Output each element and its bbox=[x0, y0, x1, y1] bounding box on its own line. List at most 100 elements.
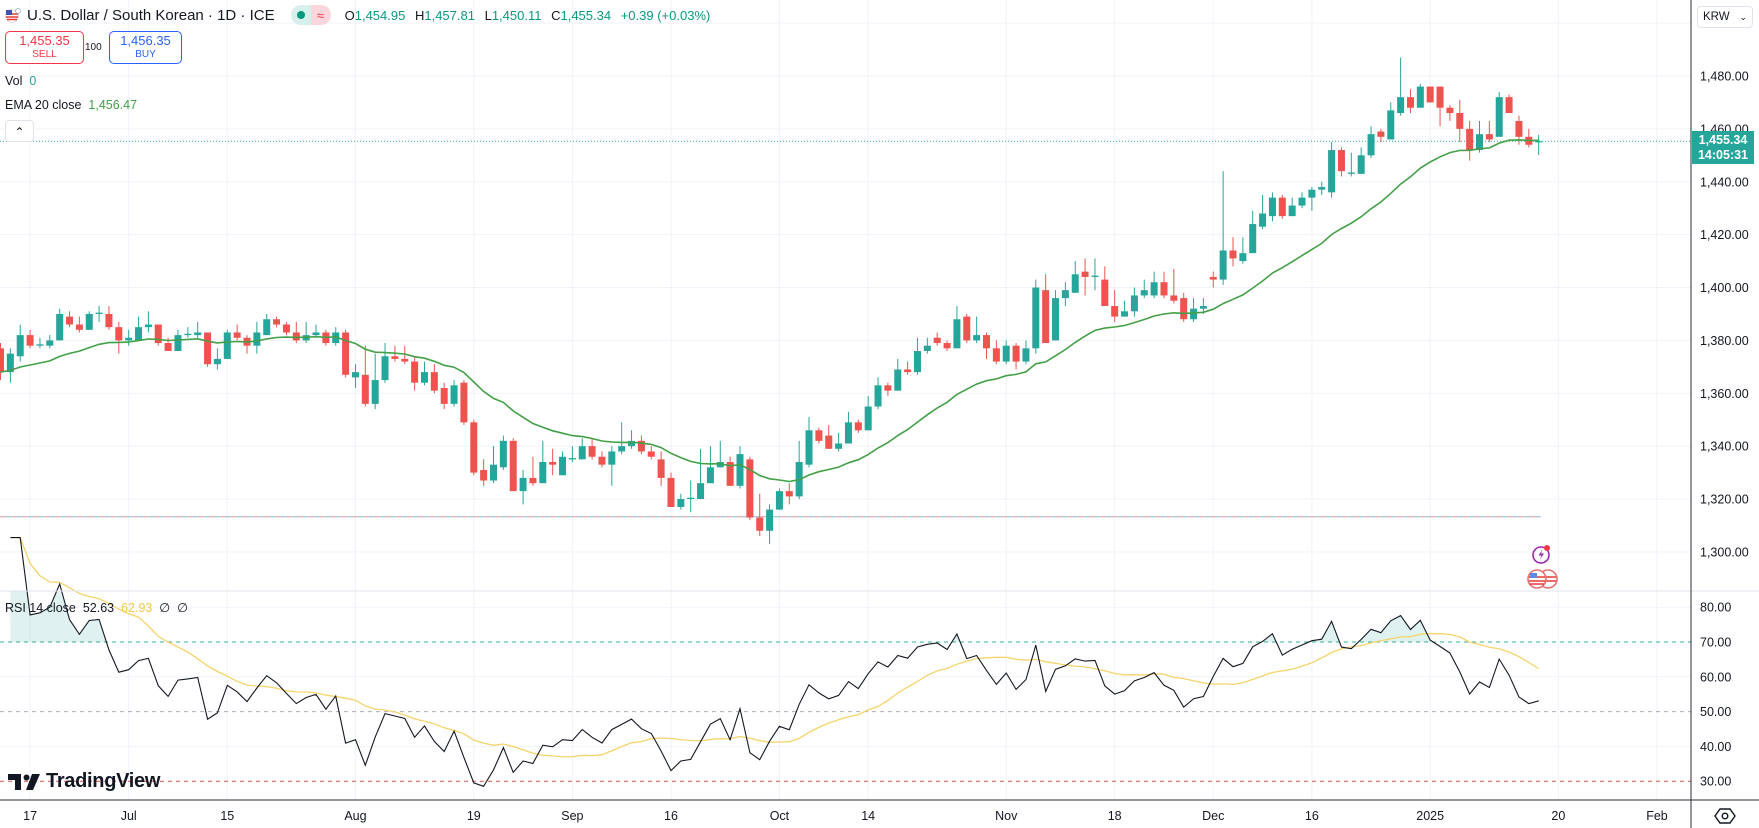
candle bbox=[1387, 102, 1395, 140]
candle bbox=[1150, 271, 1158, 299]
candle-body bbox=[618, 446, 626, 452]
chart-settings-icon[interactable] bbox=[1714, 806, 1736, 826]
candle bbox=[1337, 147, 1345, 177]
candle-body bbox=[75, 324, 83, 330]
candle bbox=[864, 395, 872, 431]
candle-body bbox=[36, 344, 44, 346]
candle bbox=[1357, 147, 1365, 174]
candle bbox=[697, 448, 705, 500]
candle-body bbox=[1337, 150, 1345, 172]
rsi-ma-line bbox=[10, 536, 1540, 758]
candle-body bbox=[588, 446, 596, 457]
chevron-down-icon: ⌄ bbox=[1739, 12, 1747, 22]
candle bbox=[1032, 279, 1040, 354]
candle bbox=[253, 321, 261, 354]
time-tick-label: Aug bbox=[344, 809, 366, 823]
candle-body bbox=[647, 451, 655, 457]
candle-body bbox=[1416, 86, 1424, 108]
time-tick-label: Jul bbox=[121, 809, 137, 823]
candle-body bbox=[559, 456, 567, 476]
time-axis[interactable]: 17 Jul 15 Aug 19 Sep 16 Oct 14 Nov 18 Dec 16 2025 20 Fe… bbox=[23, 809, 1668, 823]
lightning-event-icon[interactable] bbox=[1531, 543, 1553, 565]
candle-body bbox=[1288, 205, 1296, 217]
candle-body bbox=[223, 332, 231, 359]
candle bbox=[1328, 142, 1336, 198]
candle bbox=[677, 493, 685, 510]
price-tick-label: 1,320.00 bbox=[1700, 493, 1749, 507]
candle bbox=[775, 488, 783, 510]
candle bbox=[1367, 126, 1375, 158]
candle bbox=[312, 324, 320, 338]
candle-body bbox=[923, 345, 931, 351]
candle bbox=[430, 364, 438, 394]
last-price: 1,455.34 bbox=[1698, 133, 1748, 147]
candle-body bbox=[815, 430, 823, 441]
order-quantity[interactable]: 100 bbox=[85, 42, 102, 53]
candle bbox=[420, 361, 428, 386]
economic-event-flags-icon[interactable] bbox=[1526, 568, 1560, 590]
rsi-axis[interactable]: 80.00 70.00 60.00 50.00 40.00 30.00 bbox=[1700, 601, 1731, 789]
candle-body bbox=[539, 462, 547, 484]
candle-body bbox=[973, 335, 981, 341]
candle-body bbox=[233, 332, 241, 338]
candle-body bbox=[213, 358, 221, 365]
candle-body bbox=[933, 337, 941, 344]
candle-body bbox=[1535, 141, 1543, 143]
candle-body bbox=[66, 316, 74, 325]
collapse-legend-button[interactable]: ⌃ bbox=[5, 120, 34, 142]
time-tick-label: 2025 bbox=[1416, 809, 1444, 823]
candle-body bbox=[85, 313, 93, 330]
candle-body bbox=[1249, 224, 1257, 254]
ema-legend[interactable]: EMA 20 close 1,456.47 bbox=[5, 98, 137, 112]
candle-body bbox=[706, 467, 714, 484]
symbol-title[interactable]: U.S. Dollar / South Korean · 1D · ICE bbox=[27, 6, 275, 24]
candle-body bbox=[1456, 113, 1464, 129]
candle bbox=[361, 345, 369, 407]
candle-body bbox=[1406, 97, 1414, 108]
candle bbox=[1002, 340, 1010, 365]
candle bbox=[1535, 134, 1543, 156]
candle-body bbox=[992, 348, 1000, 362]
candle-body bbox=[864, 406, 872, 431]
buy-price: 1,456.35 bbox=[120, 33, 171, 48]
rsi-value: 52.63 bbox=[82, 601, 115, 615]
candle-body bbox=[667, 477, 675, 507]
candle-body bbox=[657, 459, 665, 478]
candle-body bbox=[292, 332, 300, 341]
candle-body bbox=[1111, 306, 1119, 317]
market-status[interactable]: ≈ bbox=[290, 5, 331, 25]
candle bbox=[36, 337, 44, 349]
candle bbox=[923, 337, 931, 354]
price-tick-label: 1,340.00 bbox=[1700, 440, 1749, 454]
candle-body bbox=[1140, 290, 1148, 296]
time-tick-label: 16 bbox=[664, 809, 678, 823]
buy-button[interactable]: 1,456.35 BUY bbox=[109, 31, 182, 64]
candle-body bbox=[509, 440, 517, 492]
candle bbox=[568, 446, 576, 463]
candle-body bbox=[1101, 279, 1109, 307]
candle bbox=[292, 321, 300, 344]
tradingview-logo[interactable]: TradingView bbox=[8, 770, 160, 793]
candle-body bbox=[6, 353, 14, 373]
rsi-line bbox=[10, 537, 1539, 787]
candle-body bbox=[1081, 271, 1089, 277]
time-tick-label: 14 bbox=[861, 809, 875, 823]
candle-body bbox=[1495, 97, 1503, 137]
candle-body bbox=[1012, 345, 1020, 362]
sell-button[interactable]: 1,455.35 SELL bbox=[5, 31, 84, 64]
candle bbox=[795, 440, 803, 500]
candle bbox=[1476, 120, 1483, 153]
currency-selector[interactable]: KRW ⌄ bbox=[1697, 6, 1753, 28]
rsi-legend[interactable]: RSI 14 close 52.63 62.93 ∅ ∅ bbox=[5, 600, 188, 615]
candle-body bbox=[1268, 197, 1276, 217]
candle-body bbox=[342, 332, 350, 375]
candles bbox=[0, 57, 1543, 544]
candle-body bbox=[963, 316, 971, 341]
candle bbox=[26, 329, 34, 349]
candle-body bbox=[874, 385, 882, 407]
volume-legend[interactable]: Vol 0 bbox=[5, 74, 36, 88]
candle-body bbox=[204, 332, 212, 365]
candle-body bbox=[1091, 275, 1099, 277]
candle-body bbox=[805, 430, 813, 465]
